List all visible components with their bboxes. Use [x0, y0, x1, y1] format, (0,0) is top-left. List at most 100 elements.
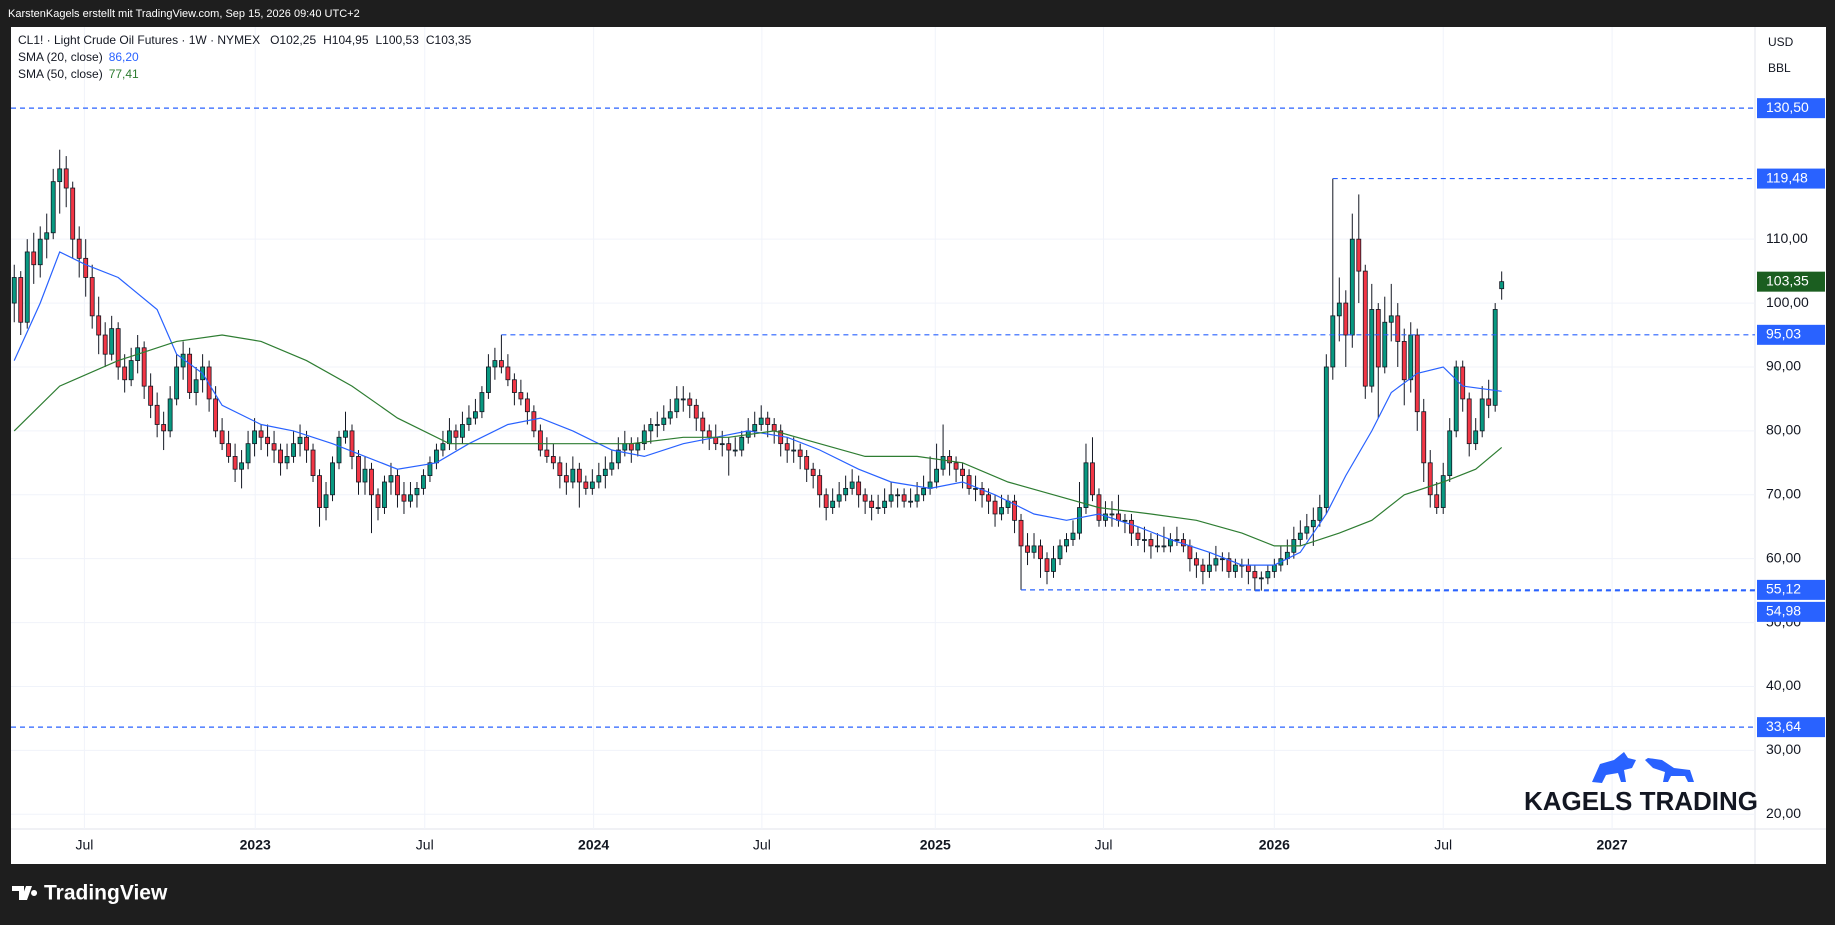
candle-body [70, 187, 76, 240]
last-price-label: 103,35 [1766, 272, 1809, 288]
candle-body [1200, 564, 1206, 572]
candle-body [739, 436, 745, 451]
candle-body [1349, 238, 1355, 336]
candle-body [284, 456, 290, 464]
candle-body [921, 487, 927, 496]
candle-body [356, 456, 361, 483]
x-tick-label: 2025 [920, 837, 951, 853]
candle-body [1193, 558, 1199, 566]
candle-body [473, 411, 478, 419]
candle-body [1206, 564, 1212, 572]
candle-body [615, 449, 621, 464]
candle-body [1051, 558, 1056, 572]
candle-body [518, 392, 524, 400]
ohlc-label: H104,95 [323, 33, 369, 47]
candle-body [76, 238, 82, 259]
candle-body [862, 494, 868, 502]
candle-body [427, 462, 433, 477]
candle-body [336, 436, 342, 464]
candle-body [784, 443, 790, 451]
level-tag [1757, 168, 1825, 189]
candle-body [947, 456, 952, 464]
candle-body [765, 417, 771, 425]
y-tick-label: 90,00 [1766, 358, 1801, 374]
candle-body [1135, 532, 1141, 540]
candle-body [115, 328, 121, 368]
candle-body [1440, 475, 1446, 508]
candle-body [849, 481, 855, 489]
candle-body [1232, 564, 1238, 572]
candle-body [1369, 309, 1375, 387]
plot [11, 107, 1755, 728]
candle-body [1057, 545, 1063, 560]
candle-body [1356, 238, 1362, 272]
candle-body [882, 500, 888, 508]
candle-body [1226, 558, 1232, 572]
last-price-tag [1757, 271, 1825, 292]
candle-body [1155, 545, 1160, 548]
candle-body [24, 251, 30, 323]
level-label: 95,03 [1766, 326, 1801, 342]
candle-body [1375, 309, 1381, 368]
candle-body [856, 481, 862, 496]
candle-body [1219, 558, 1225, 561]
candle-body [1323, 366, 1329, 508]
candle-body [395, 475, 400, 496]
candle-body [635, 443, 641, 451]
candle-body [485, 366, 491, 393]
candle-body [421, 475, 426, 489]
grid [11, 27, 1755, 829]
candle-body [563, 475, 569, 483]
candle-body [122, 366, 128, 381]
x-tick-label: 2024 [578, 837, 609, 853]
level-label: 130,50 [1766, 99, 1809, 115]
candle-body [252, 430, 257, 445]
candle-body [1142, 539, 1147, 541]
candle-body [940, 456, 946, 470]
candle-body [771, 424, 777, 432]
candle-body [1129, 519, 1134, 534]
candle-body [1317, 507, 1323, 521]
candle-body [511, 379, 517, 393]
candle-body [362, 468, 368, 483]
candle-body [414, 487, 420, 496]
candle-body [648, 424, 654, 432]
ohlc-label: O102,25 [270, 33, 316, 47]
candle-body [953, 462, 959, 470]
y-tick-label: 30,00 [1766, 741, 1801, 757]
level-tag [1757, 601, 1825, 622]
level-tag [1757, 98, 1825, 119]
candle-body [1012, 500, 1017, 521]
x-tick-label: 2023 [240, 837, 271, 853]
candle-body [1427, 462, 1433, 496]
candle-body [1460, 366, 1466, 400]
candle-body [343, 430, 348, 438]
candle-body [570, 468, 576, 483]
candle-body [927, 481, 933, 489]
candle-body [18, 277, 24, 323]
candle-body [187, 353, 193, 393]
candle-body [317, 475, 322, 508]
candle-body [63, 168, 69, 189]
sma-line [13, 334, 1503, 547]
y-tick-label: 20,00 [1766, 805, 1801, 821]
candle-body [440, 443, 446, 451]
candle-body [1038, 545, 1043, 560]
candle-body [349, 430, 355, 457]
y-tick-label: 40,00 [1766, 677, 1801, 693]
candle-body [1044, 558, 1050, 572]
candle-body [791, 449, 797, 452]
candle-body [232, 456, 238, 470]
candle-body [1447, 430, 1453, 477]
candle-body [148, 385, 154, 406]
candle-body [778, 430, 784, 445]
level-label: 33,64 [1766, 718, 1801, 734]
legend-name: SMA (50, close) [18, 67, 103, 81]
candle-body [1265, 571, 1271, 579]
y-tick-label: 70,00 [1766, 485, 1801, 501]
candle-body [576, 468, 582, 483]
candle-body [102, 334, 108, 355]
candle-body [667, 411, 673, 419]
candle-body [966, 475, 972, 489]
candle-body [161, 424, 167, 432]
